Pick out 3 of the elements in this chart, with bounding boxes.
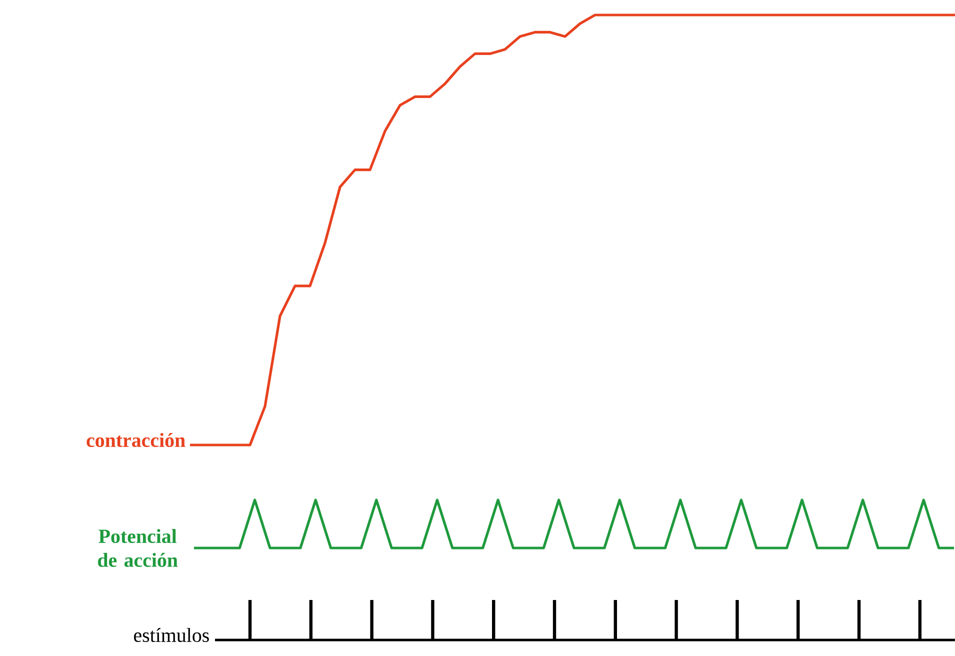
series-label: estímulos [134, 628, 209, 642]
series-label: contracción [86, 432, 186, 448]
series-label: Potencial de acción [98, 529, 178, 567]
